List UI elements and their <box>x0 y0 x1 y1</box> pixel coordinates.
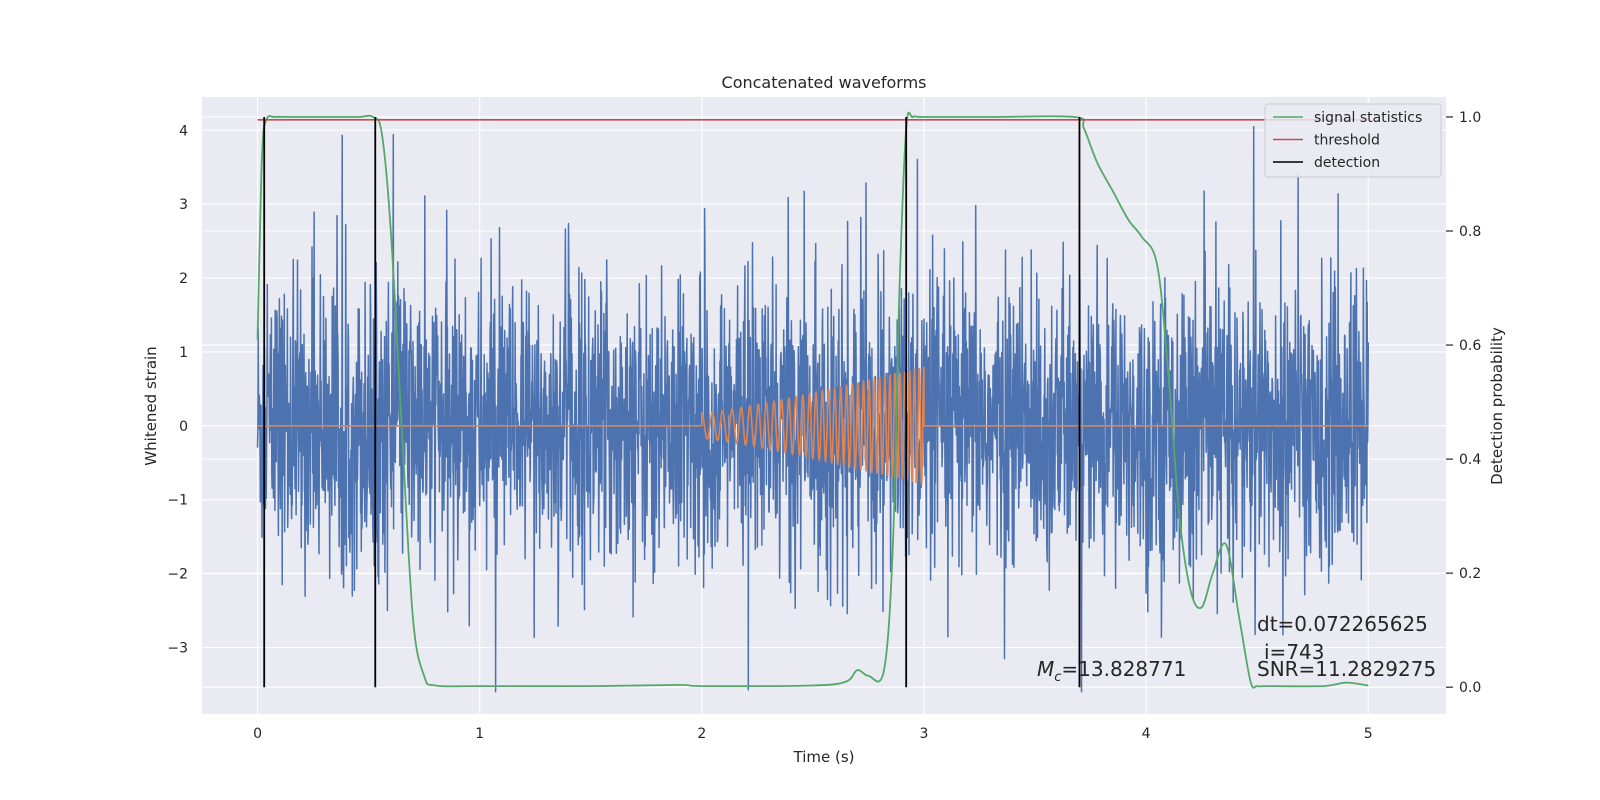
right-y-axis-ticks: 0.0 0.2 0.4 0.6 0.8 1.0 <box>1446 110 1481 696</box>
y-tick-label: −2 <box>167 567 188 583</box>
y-tick-label: 3 <box>179 197 188 213</box>
chart-title: Concatenated waveforms <box>722 73 927 92</box>
whitened-strain-series <box>256 125 1370 693</box>
chirp-mass-annotation: Mc=13.828771 <box>1037 657 1186 685</box>
x-tick-label: 0 <box>253 726 262 742</box>
legend-box <box>1264 103 1442 178</box>
x-tick-label: 5 <box>1364 726 1373 742</box>
dt-annotation: dt=0.072265625 <box>1257 612 1428 636</box>
x-tick-label: 4 <box>1142 726 1151 742</box>
index-annotation: i=743 <box>1264 640 1325 664</box>
right-y-tick-label: 0.2 <box>1459 566 1481 582</box>
y-tick-label: −3 <box>167 640 188 656</box>
right-y-tick-label: 0.0 <box>1459 680 1481 696</box>
legend-label-detection: detection <box>1314 155 1380 171</box>
x-axis-ticks: 0 1 2 3 4 5 <box>253 726 1373 742</box>
whitened-strain-line <box>256 125 1370 693</box>
signal-statistics-line <box>256 111 1369 689</box>
y-tick-label: 0 <box>179 419 188 435</box>
x-tick-label: 2 <box>697 726 706 742</box>
legend-label-threshold: threshold <box>1314 133 1380 149</box>
right-y-tick-label: 0.8 <box>1459 224 1481 240</box>
right-y-tick-label: 1.0 <box>1459 110 1481 126</box>
y-axis-ticks: −3 −2 −1 0 1 2 3 4 <box>167 123 188 656</box>
snr-annotation: SNR=11.2829275 <box>1257 657 1436 681</box>
y-tick-label: 1 <box>179 345 188 361</box>
template-waveform-series <box>257 366 1369 485</box>
legend: signal statistics threshold detection <box>1264 103 1442 178</box>
detection-series <box>263 116 1081 688</box>
right-y-axis-label: Detection probability <box>1488 327 1506 485</box>
signal-statistics-series <box>256 111 1369 689</box>
annotations: Mc=13.828771 dt=0.072265625 i=743 SNR=11… <box>1037 612 1436 685</box>
template-waveform-line <box>257 366 1369 485</box>
x-tick-label: 3 <box>920 726 929 742</box>
x-tick-label: 1 <box>475 726 484 742</box>
y-axis-label: Whitened strain <box>142 346 160 465</box>
right-y-tick-label: 0.4 <box>1459 452 1481 468</box>
y-tick-label: 4 <box>179 123 188 139</box>
y-tick-label: 2 <box>179 271 188 287</box>
x-axis-label: Time (s) <box>793 748 855 766</box>
right-y-tick-label: 0.6 <box>1459 338 1481 354</box>
y-tick-label: −1 <box>167 493 188 509</box>
legend-label-signal-statistics: signal statistics <box>1314 110 1422 126</box>
